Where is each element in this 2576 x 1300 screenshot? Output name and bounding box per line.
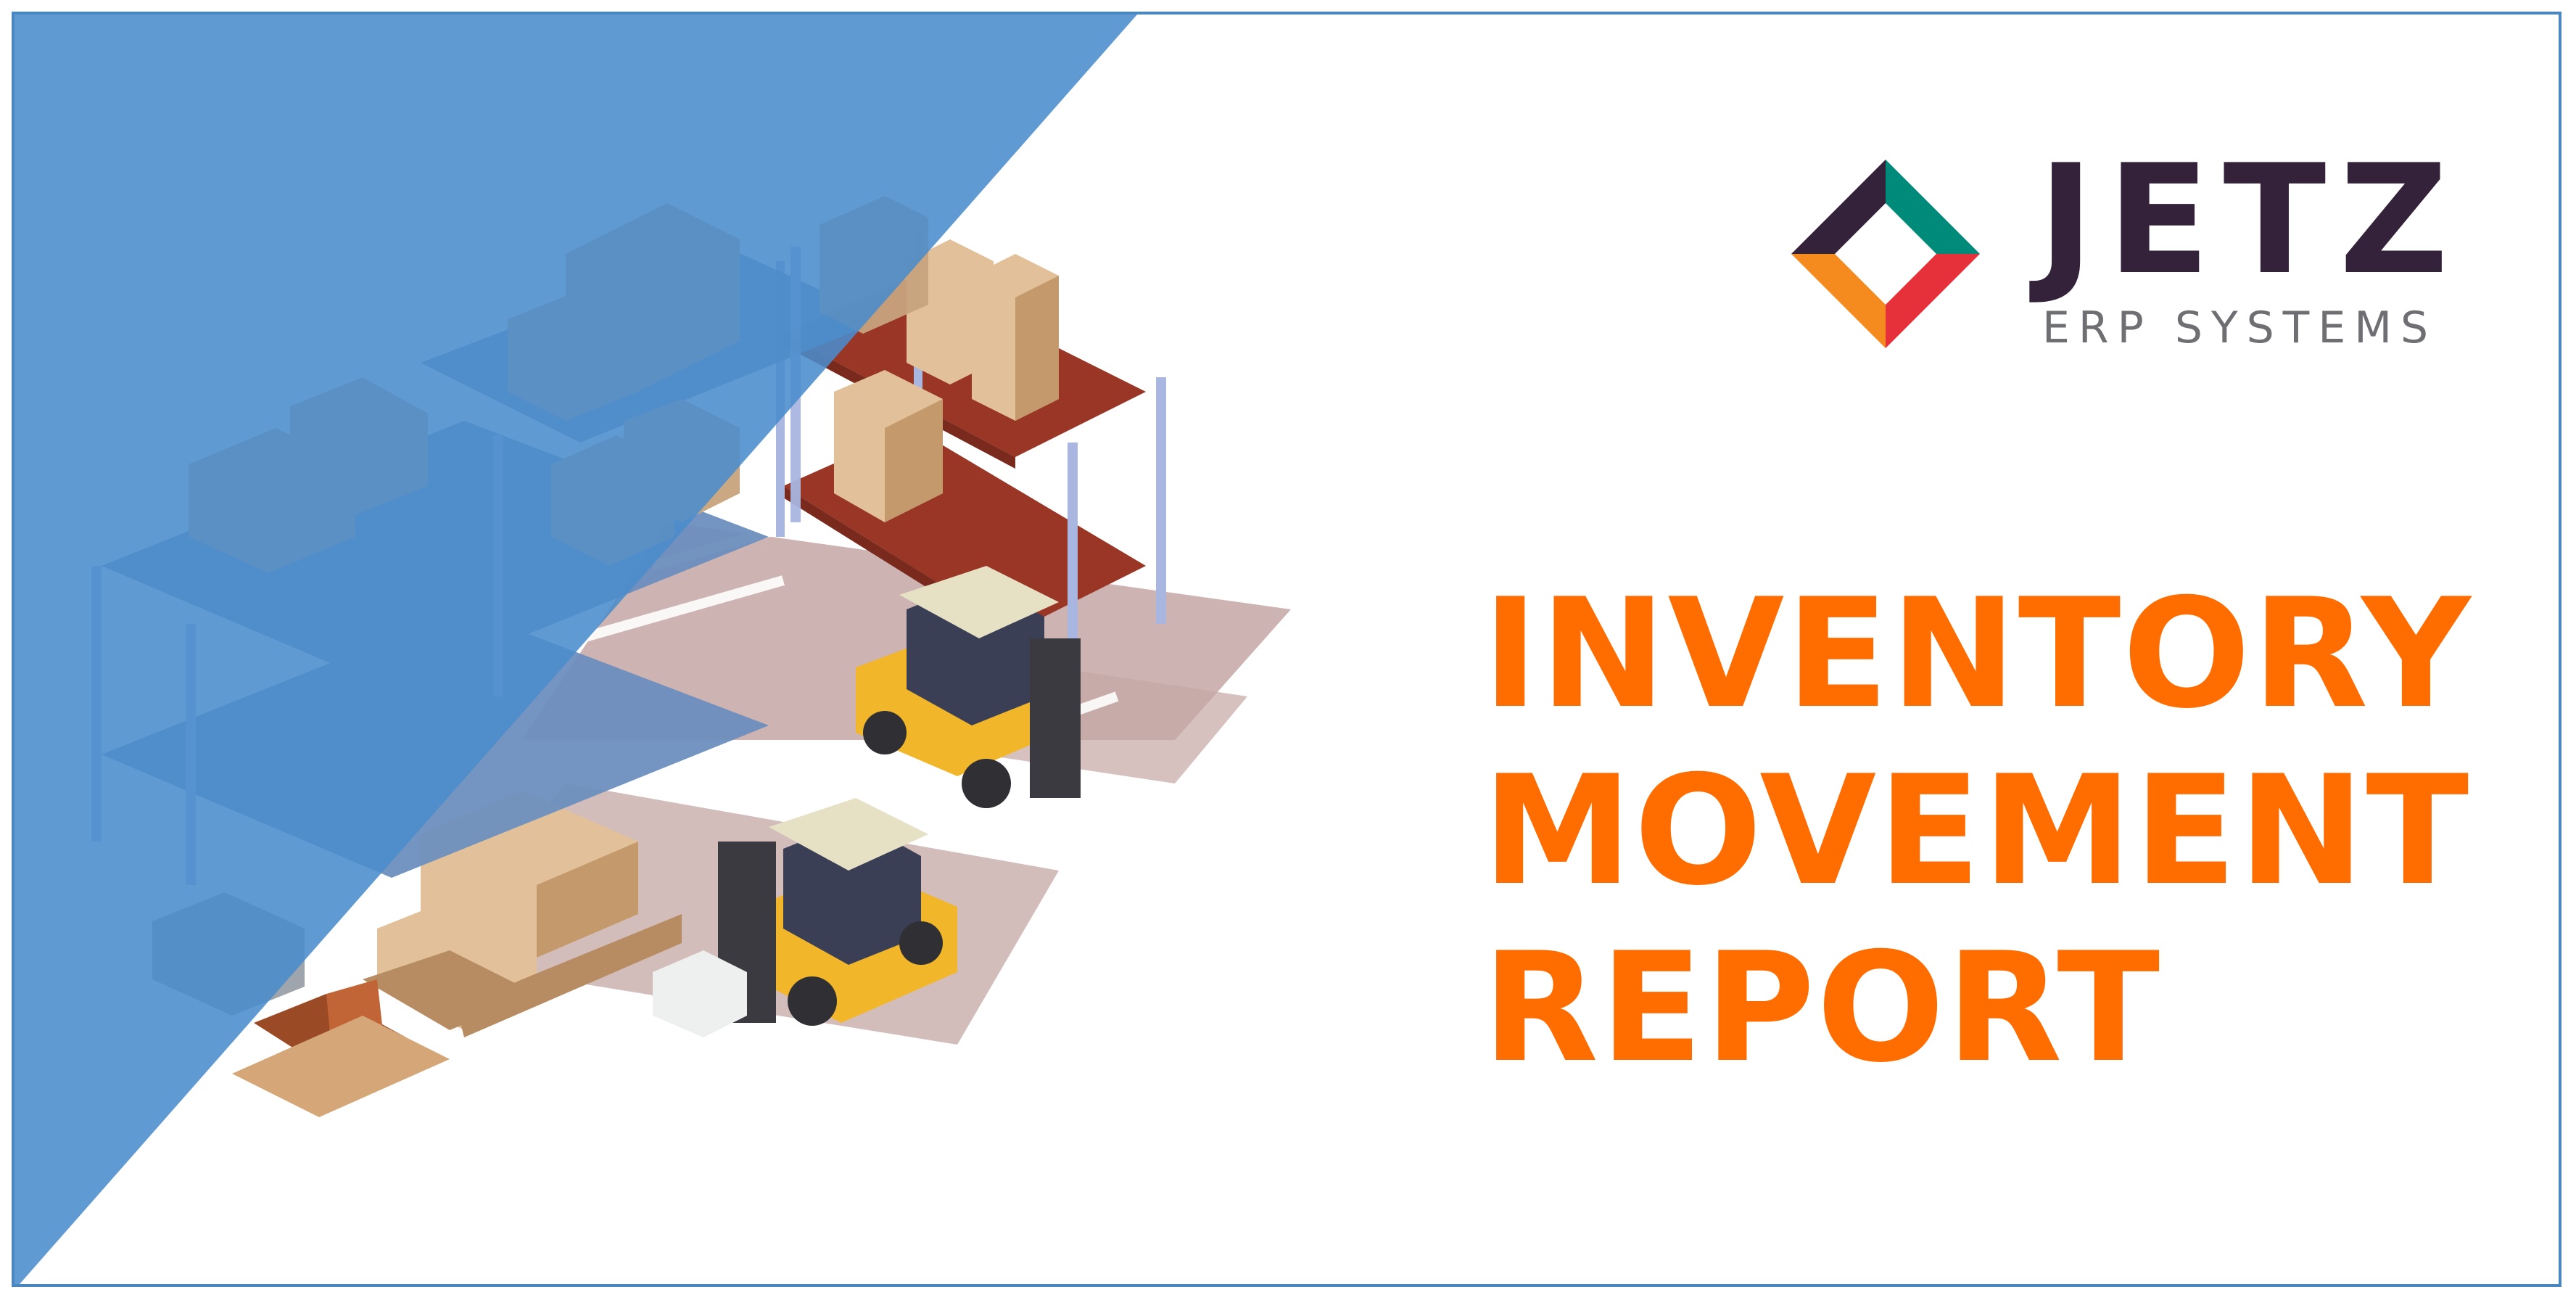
- title-line-2: MOVEMENT: [1482, 744, 2471, 919]
- brand-tagline: ERP SYSTEMS: [2042, 303, 2437, 353]
- blue-diagonal-overlay: [15, 15, 1137, 1284]
- forklift-lower: [653, 798, 957, 1037]
- brand-name: JETZ: [2038, 133, 2462, 308]
- banner-frame: JETZ ERP SYSTEMS INVENTORY MOVEMENT REPO…: [12, 12, 2561, 1287]
- title-line-1: INVENTORY: [1482, 567, 2472, 742]
- report-title: INVENTORY MOVEMENT REPORT: [1482, 566, 2472, 1097]
- pallet-boxes: [232, 791, 682, 1117]
- jetz-diamond-icon: [1791, 160, 1980, 348]
- title-line-3: REPORT: [1482, 921, 2162, 1096]
- cardboard-boxes-upper: [834, 239, 1059, 522]
- brand-logo: JETZ ERP SYSTEMS: [1784, 145, 2495, 370]
- warehouse-illustration: [15, 15, 1291, 1284]
- forklift-upper: [856, 566, 1081, 808]
